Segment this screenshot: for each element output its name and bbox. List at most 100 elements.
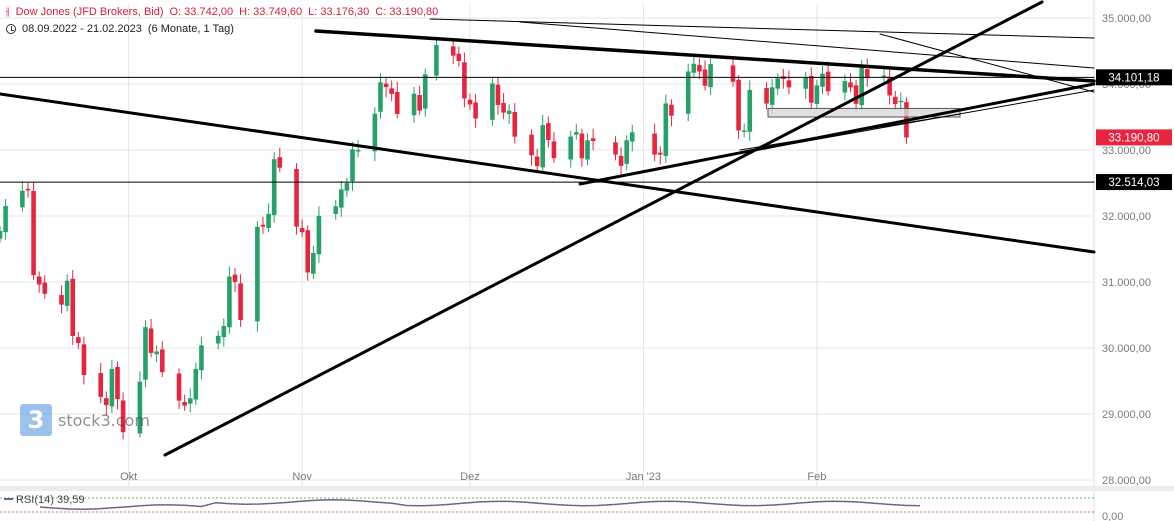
candle-body [64, 280, 70, 306]
candle-body [506, 110, 512, 114]
candle [820, 65, 825, 95]
candle-body [411, 93, 417, 116]
candle [115, 361, 120, 410]
rsi-value: 39,59 [56, 494, 85, 506]
candle [3, 198, 8, 240]
candle [59, 285, 64, 314]
trendline-thin-mid [519, 21, 1095, 69]
candle [199, 336, 204, 380]
candle-body [434, 45, 439, 76]
candle-body [137, 381, 143, 434]
candle [652, 123, 657, 162]
y-tick-label: 33.000,00 [1102, 145, 1151, 157]
candle [187, 388, 193, 413]
candle-body [579, 133, 585, 159]
candle [215, 330, 221, 350]
period-range: 08.09.2022 - 21.02.2023 [22, 23, 142, 35]
candle [613, 136, 618, 161]
candle-body [669, 104, 674, 116]
trendline-upper-resistance [314, 29, 1096, 83]
candle [120, 392, 126, 440]
candle-body [657, 152, 663, 155]
candle [176, 368, 182, 409]
high-value: H: 33.749,60 [239, 6, 303, 18]
candle [333, 200, 339, 220]
candle-body [311, 252, 316, 274]
candle [64, 274, 70, 312]
candle [534, 148, 540, 174]
instrument-title: Dow Jones (JFD Brokers, Bid) [15, 6, 164, 18]
candle [809, 67, 814, 110]
candle-body [467, 99, 473, 105]
candle-body [462, 62, 467, 99]
candle-body [747, 89, 753, 132]
candle [629, 124, 635, 152]
candle [154, 345, 159, 363]
candle-body [585, 140, 590, 160]
candle-body [814, 85, 820, 104]
candle [221, 318, 227, 347]
candle [350, 141, 355, 191]
candle-body [294, 169, 299, 227]
candle-body [624, 140, 629, 164]
candle [434, 36, 439, 81]
candle-body [255, 226, 260, 322]
candle-body [881, 75, 887, 78]
candle [109, 359, 115, 414]
candle [814, 80, 820, 108]
candle-body [825, 71, 831, 92]
logo-text: stock3.com [58, 410, 150, 430]
candle-body [221, 326, 227, 338]
candle-body [31, 191, 36, 276]
candle [697, 58, 702, 80]
y-tick-label: 30.000,00 [1102, 343, 1151, 355]
candle-body [450, 46, 456, 56]
candle-body [495, 84, 501, 105]
candle [450, 41, 456, 65]
candle [568, 130, 574, 168]
candle-body [232, 274, 238, 282]
y-tick-label: 32.000,00 [1102, 211, 1151, 223]
candle-body [848, 82, 853, 88]
y-tick-label: 28.000,00 [1102, 475, 1151, 487]
candle [590, 128, 596, 150]
candle [193, 362, 199, 406]
stock3-logo: 3 stock3.com [20, 404, 150, 436]
candle-body [193, 368, 199, 400]
candle-body [176, 373, 182, 401]
candle [0, 226, 3, 243]
candle-body [422, 74, 428, 109]
price-tag-bg [1096, 174, 1172, 191]
candle [232, 268, 238, 292]
candle-body [685, 71, 691, 114]
candle-body [260, 224, 266, 227]
candle [546, 116, 551, 148]
price-tag: 33.190,80 [1096, 129, 1172, 146]
candlestick-series [0, 36, 909, 440]
candle-body [512, 111, 518, 137]
candle [76, 331, 81, 349]
candle [730, 57, 736, 87]
candle-body [613, 142, 618, 155]
candle-body [490, 83, 495, 120]
candle-body [215, 335, 221, 344]
candle [383, 78, 389, 98]
candle [305, 225, 311, 281]
candle-body [339, 189, 344, 208]
candle [529, 129, 534, 166]
candle-body [372, 113, 378, 152]
candle-body [864, 69, 870, 79]
candle [786, 70, 792, 95]
candle-body [81, 344, 87, 376]
trendline-falling [0, 92, 1096, 254]
candle-body [898, 100, 904, 103]
candle-body [59, 295, 64, 305]
candle [473, 93, 478, 128]
candle-body [546, 123, 551, 141]
candle-body [25, 188, 31, 191]
price-tags: 34.101,18 33.190,80 32.514,03 [1096, 69, 1172, 191]
candle-body [266, 213, 271, 228]
x-tick-label: Feb [807, 471, 826, 483]
candle [663, 94, 669, 163]
